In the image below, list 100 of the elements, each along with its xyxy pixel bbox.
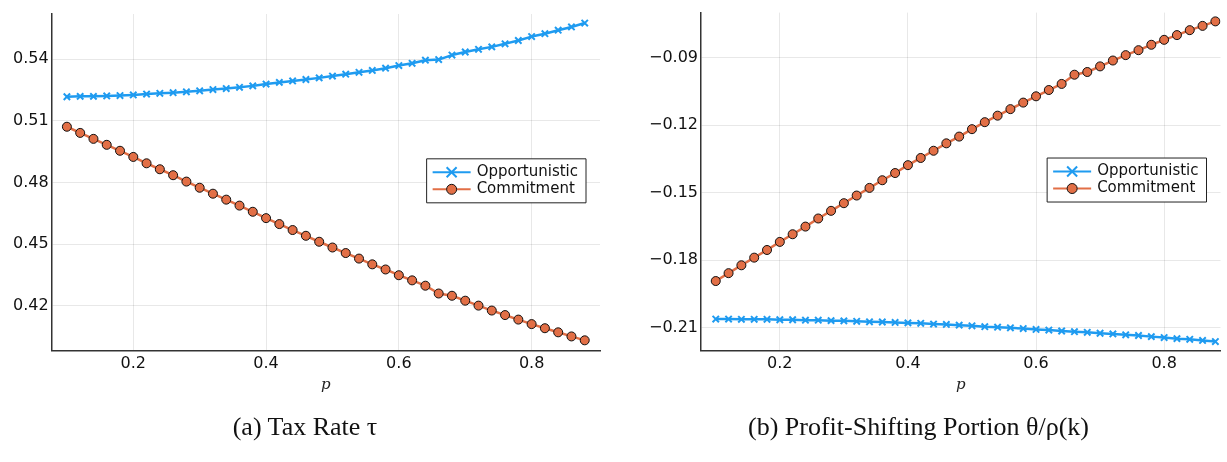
point <box>301 75 311 84</box>
point <box>168 88 178 97</box>
point <box>1133 45 1144 56</box>
point <box>500 39 510 48</box>
y-tick-label: 0.54 <box>13 48 49 68</box>
point <box>155 89 165 98</box>
point <box>221 194 232 205</box>
point <box>788 315 797 324</box>
point <box>890 168 901 179</box>
point <box>513 314 524 325</box>
point <box>1031 91 1042 102</box>
point <box>393 270 404 281</box>
x-tick-label: 0.4 <box>253 352 279 372</box>
point <box>420 280 431 291</box>
point <box>354 68 364 77</box>
point <box>1121 330 1130 340</box>
point <box>407 59 417 68</box>
x-tick-label: 0.4 <box>895 352 921 372</box>
x-tick-label: 0.8 <box>518 352 545 372</box>
legend-label: Commitment <box>1097 178 1196 197</box>
point <box>207 188 218 199</box>
point <box>474 45 483 54</box>
point <box>928 145 939 156</box>
point <box>553 26 563 35</box>
point <box>724 314 733 324</box>
point <box>838 198 849 209</box>
point <box>890 318 900 327</box>
point <box>446 290 457 301</box>
point <box>929 319 938 329</box>
point <box>774 236 785 247</box>
point <box>486 305 497 316</box>
point <box>1185 335 1194 344</box>
point <box>1197 20 1208 31</box>
point <box>580 18 589 28</box>
point <box>813 213 824 224</box>
point <box>434 55 443 64</box>
point <box>314 236 325 247</box>
point <box>1184 25 1195 36</box>
point <box>954 131 965 142</box>
point <box>261 79 271 89</box>
point <box>1120 50 1131 61</box>
point <box>826 316 836 325</box>
point <box>941 138 952 149</box>
point <box>274 219 285 230</box>
y-tick-label: −0.09 <box>649 46 699 66</box>
point <box>75 127 86 138</box>
point <box>128 151 139 162</box>
point <box>1146 39 1157 50</box>
point <box>1018 97 1029 108</box>
point <box>1147 332 1156 341</box>
point <box>1107 55 1118 66</box>
point <box>235 83 244 92</box>
point <box>275 78 284 87</box>
point <box>800 221 811 232</box>
point <box>902 160 913 171</box>
point <box>993 322 1002 332</box>
point <box>527 32 536 41</box>
x-tick-label: 0.2 <box>767 352 793 372</box>
point <box>168 170 179 181</box>
point <box>566 331 577 342</box>
point <box>154 164 165 175</box>
point <box>1043 85 1054 96</box>
point <box>421 56 430 65</box>
point <box>62 92 72 101</box>
point <box>787 229 798 240</box>
point <box>1159 34 1170 45</box>
point <box>1095 329 1105 338</box>
point <box>101 139 112 150</box>
point <box>540 29 550 38</box>
point <box>300 230 311 241</box>
legend-label: Commitment <box>476 179 575 198</box>
point <box>814 316 823 325</box>
point <box>380 264 391 275</box>
point <box>261 213 272 224</box>
point <box>1005 104 1016 115</box>
point <box>394 61 404 70</box>
point <box>447 50 457 60</box>
point <box>1031 325 1041 334</box>
point <box>851 190 862 201</box>
point <box>775 315 784 324</box>
point <box>461 47 470 57</box>
point <box>460 295 471 306</box>
point <box>1134 331 1143 340</box>
point <box>195 86 204 95</box>
point <box>194 182 205 193</box>
point <box>102 91 111 101</box>
x-tick-label: 0.2 <box>120 352 147 372</box>
point <box>710 276 721 287</box>
point <box>433 288 444 299</box>
y-tick-label: −0.12 <box>649 114 699 134</box>
legend-label: Opportunistic <box>476 162 579 181</box>
point <box>1211 337 1220 346</box>
x-tick-label: 0.6 <box>1023 352 1049 372</box>
point <box>979 117 990 128</box>
point <box>1070 327 1079 336</box>
point <box>526 319 537 330</box>
point <box>1210 16 1221 27</box>
y-tick-label: −0.18 <box>649 249 699 269</box>
point <box>341 69 350 79</box>
point <box>1006 323 1015 333</box>
